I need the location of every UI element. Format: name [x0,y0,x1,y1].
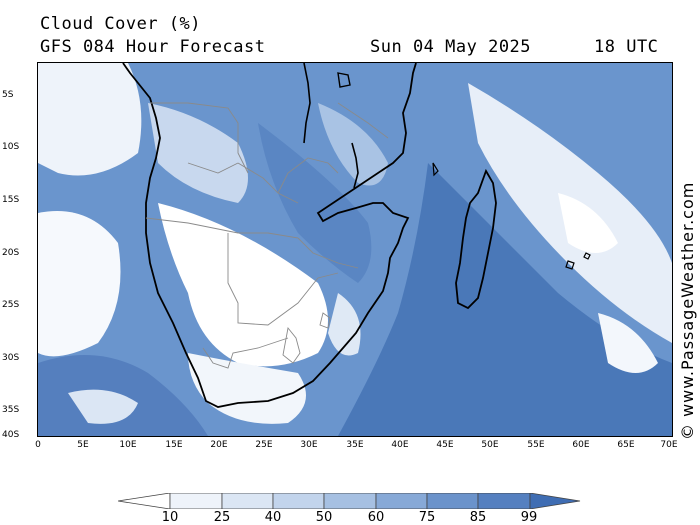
x-tick-label: 30E [300,440,318,450]
x-tick-label: 60E [572,440,590,450]
partial-cloud-southwest [68,389,138,424]
y-tick-label: 25S [2,300,20,310]
country-borders [145,102,389,369]
cloud-cover-map [37,62,673,437]
colorbar [118,493,581,509]
colorbar-label: 60 [367,510,385,525]
x-tick-label: 25E [255,440,273,450]
colorbar-label: 85 [469,510,487,525]
x-tick-label: 15E [165,440,183,450]
x-tick-label: 50E [481,440,499,450]
lake-tanganyika [303,63,311,144]
colorbar-swatch [426,493,479,509]
forecast-time: 18 UTC [594,37,659,57]
comoros-islands [432,162,439,177]
y-tick-label: 10S [2,142,20,152]
x-tick-label: 35E [346,440,364,450]
colorbar-swatch [221,493,274,509]
x-tick-label: 40E [391,440,409,450]
y-tick-label: 35S [2,405,20,415]
map-canvas [38,63,672,436]
forecast-date: Sun 04 May 2025 [370,37,532,57]
colorbar-label: 50 [315,510,333,525]
x-tick-label: 45E [436,440,454,450]
colorbar-label: 10 [161,510,179,525]
africa-coastline [122,63,417,408]
clear-area-far-east [598,313,658,373]
watermark-text: © www.PassageWeather.com [678,181,697,440]
colorbar-label: 40 [264,510,282,525]
colorbar-label: 99 [520,510,538,525]
x-tick-label: 5E [77,440,89,450]
y-tick-label: 5S [2,90,14,100]
y-tick-label: 40S [2,430,20,440]
colorbar-swatch [272,493,325,509]
x-tick-label: 20E [210,440,228,450]
colorbar-swatch [169,493,223,509]
colorbar-swatch [375,493,428,509]
clear-area-mascarene [558,193,618,253]
x-tick-label: 55E [527,440,545,450]
clear-area-west [38,211,121,357]
y-tick-label: 30S [2,353,20,363]
x-tick-label: 65E [617,440,635,450]
lake-malawi [351,142,359,189]
colorbar-swatch [477,493,531,509]
cloud-field-dark-band-north [258,123,372,283]
x-tick-label: 0 [35,440,41,450]
clear-area-northwest [38,63,142,176]
colorbar-label: 25 [213,510,231,525]
partial-cloud-congo [148,103,248,203]
cloud-field-dark-band [338,163,672,436]
colorbar-right-arrow [529,493,581,509]
mauritius-island [583,252,591,260]
lake-victoria [337,72,351,88]
colorbar-swatch [323,493,377,509]
forecast-subtitle: GFS 084 Hour Forecast [40,37,266,57]
reunion-island [565,260,575,270]
y-tick-label: 15S [2,195,20,205]
colorbar-label: 75 [418,510,436,525]
madagascar-coastline [455,168,497,310]
x-tick-label: 70E [660,440,678,450]
x-tick-label: 10E [119,440,137,450]
y-tick-label: 20S [2,248,20,258]
colorbar-left-arrow [118,493,171,509]
clear-area-mozambique [328,293,361,356]
clear-area-interior [158,203,328,367]
chart-title: Cloud Cover (%) [40,14,202,34]
